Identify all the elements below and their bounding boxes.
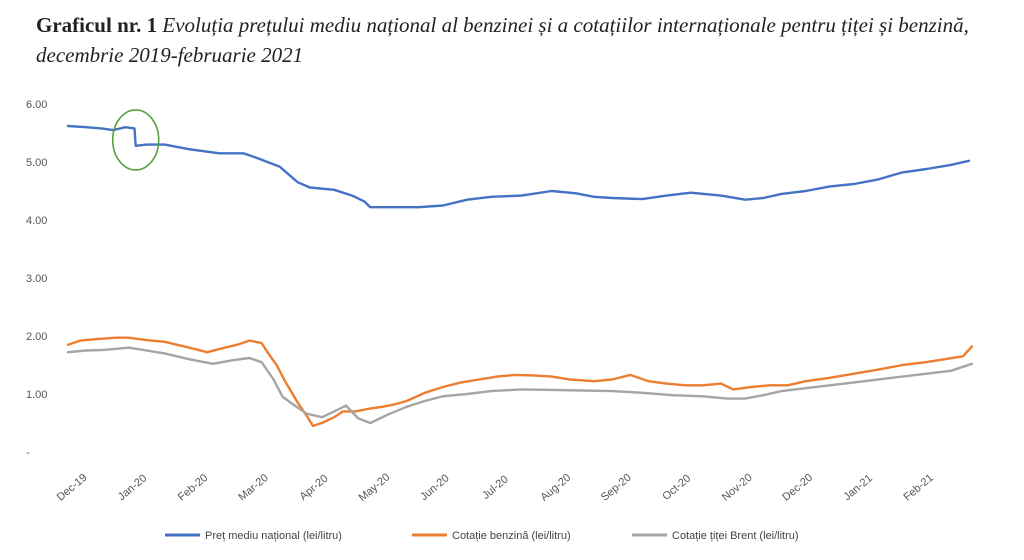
x-tick-label: Apr-20 bbox=[297, 472, 330, 502]
x-tick-label: Dec-20 bbox=[780, 472, 815, 504]
chart-title-text: Evoluția prețului mediu național al benz… bbox=[36, 13, 969, 67]
y-tick-label: 3.00 bbox=[26, 273, 47, 285]
x-tick-label: Sep-20 bbox=[599, 472, 634, 504]
series-line-3 bbox=[66, 346, 974, 425]
x-tick-label: May-20 bbox=[357, 471, 393, 504]
y-tick-label: 6.00 bbox=[26, 99, 47, 111]
y-tick-label: 1.00 bbox=[26, 389, 47, 401]
line-chart: 6.00 5.00 4.00 3.00 2.00 1.00 - Dec-19 Jan-20 Fe… bbox=[26, 99, 974, 542]
chart-title-lead: Graficul nr. 1 bbox=[36, 13, 158, 37]
legend-label: Cotație țiței Brent (lei/litru) bbox=[672, 530, 799, 542]
x-tick-label: Jul-20 bbox=[480, 473, 511, 501]
annotation-circle bbox=[111, 109, 160, 171]
chart-title: Graficul nr. 1 Evoluția prețului mediu n… bbox=[36, 10, 1011, 70]
x-tick-label: Dec-19 bbox=[55, 472, 90, 504]
x-axis: Dec-19 Jan-20 Feb-20 Mar-20 Apr-20 May-20 Jun-… bbox=[55, 471, 936, 504]
x-tick-label: Feb-20 bbox=[176, 472, 210, 504]
x-tick-label: Nov-20 bbox=[720, 472, 755, 504]
y-tick-label: 2.00 bbox=[26, 331, 47, 343]
annotation bbox=[111, 109, 160, 171]
legend-label: Preț mediu național (lei/litru) bbox=[205, 530, 342, 542]
series-line-2 bbox=[66, 336, 974, 428]
x-tick-label: Feb-21 bbox=[901, 472, 935, 504]
y-tick-label: 4.00 bbox=[26, 215, 47, 227]
x-tick-label: Oct-20 bbox=[660, 472, 693, 502]
x-tick-label: Jan-21 bbox=[841, 472, 874, 503]
legend-label: Cotație benzină (lei/litru) bbox=[452, 530, 571, 542]
x-tick-label: Jun-20 bbox=[418, 472, 451, 503]
y-axis: 6.00 5.00 4.00 3.00 2.00 1.00 - bbox=[26, 99, 47, 459]
series-lines bbox=[66, 124, 974, 428]
x-tick-label: Mar-20 bbox=[236, 472, 270, 504]
x-tick-label: Aug-20 bbox=[538, 472, 573, 504]
y-tick-label: - bbox=[26, 447, 30, 459]
y-tick-label: 5.00 bbox=[26, 157, 47, 169]
series-line-1 bbox=[66, 124, 971, 209]
legend: Preț mediu național (lei/litru) Cotație b… bbox=[165, 530, 799, 542]
x-tick-label: Jan-20 bbox=[116, 472, 149, 503]
